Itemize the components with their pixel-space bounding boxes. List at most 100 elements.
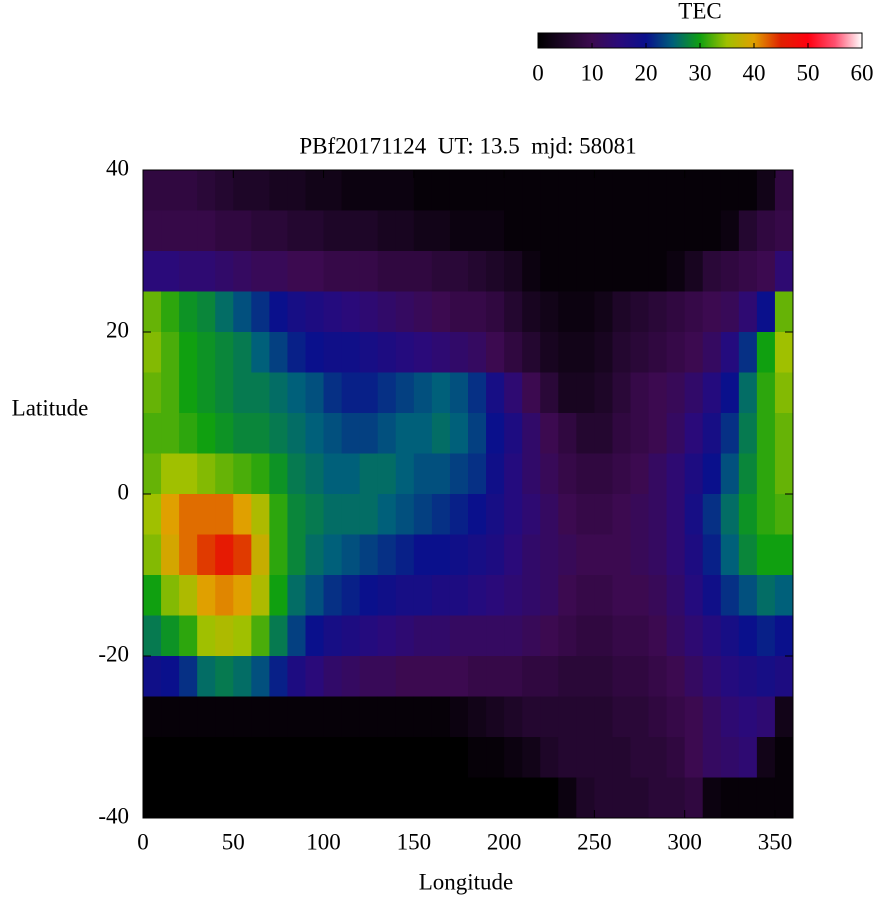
heatmap-cell <box>251 494 270 535</box>
heatmap-cell <box>449 575 469 616</box>
x-tick-label: 150 <box>397 829 432 854</box>
heatmap-cell <box>197 291 216 333</box>
heatmap-cell <box>522 413 541 454</box>
heatmap-cell <box>341 170 361 211</box>
heatmap-cell <box>377 291 397 333</box>
heatmap-cell <box>197 453 216 495</box>
heatmap-cell <box>305 494 325 535</box>
heatmap-cell <box>738 413 758 454</box>
heatmap-cell <box>702 696 722 738</box>
heatmap-cell <box>395 170 415 211</box>
heatmap-cell <box>179 332 198 373</box>
heatmap-cell <box>449 291 469 333</box>
heatmap-cell <box>738 332 758 373</box>
heatmap-cell <box>522 210 541 252</box>
x-tick-label: 100 <box>306 829 341 854</box>
heatmap-cell <box>251 777 270 819</box>
heatmap-cell <box>323 494 343 535</box>
heatmap-cell <box>612 696 631 738</box>
heatmap-cell <box>431 494 451 535</box>
heatmap-cell <box>413 372 433 414</box>
heatmap-cell <box>161 696 180 738</box>
heatmap-cell <box>215 696 234 738</box>
heatmap-cell <box>413 494 433 535</box>
heatmap-cell <box>197 777 216 819</box>
heatmap-cell <box>666 575 686 616</box>
heatmap-cell <box>449 656 469 697</box>
heatmap-cell <box>648 656 668 697</box>
heatmap-cell <box>359 737 379 778</box>
heatmap-cell <box>143 777 162 819</box>
heatmap-cell <box>684 372 704 414</box>
heatmap-cell <box>648 251 668 292</box>
heatmap-cell <box>233 534 252 576</box>
heatmap-cell <box>540 777 559 819</box>
heatmap-cell <box>377 777 397 819</box>
heatmap-cell <box>630 656 650 697</box>
heatmap-cell <box>594 696 613 738</box>
heatmap-cell <box>594 251 613 292</box>
heatmap-cell <box>341 615 361 657</box>
heatmap-cell <box>323 534 343 576</box>
heatmap-cell <box>413 737 433 778</box>
heatmap-cell <box>774 615 794 657</box>
heatmap-cell <box>233 696 252 738</box>
heatmap-cell <box>143 332 162 373</box>
heatmap-cell <box>540 656 559 697</box>
heatmap-cell <box>323 170 343 211</box>
heatmap-cell <box>143 615 162 657</box>
heatmap-cell <box>522 615 541 657</box>
heatmap-cell <box>774 170 794 211</box>
heatmap-cell <box>323 372 343 414</box>
heatmap-cell <box>305 575 325 616</box>
heatmap-cell <box>702 575 722 616</box>
heatmap-cell <box>774 251 794 292</box>
heatmap-cell <box>395 291 415 333</box>
heatmap-cell <box>468 210 487 252</box>
heatmap-cell <box>251 372 270 414</box>
heatmap-cell <box>197 696 216 738</box>
heatmap-cell <box>774 575 794 616</box>
heatmap-cell <box>558 777 577 819</box>
heatmap-cell <box>305 453 325 495</box>
heatmap-cell <box>251 615 270 657</box>
heatmap-cell <box>197 534 216 576</box>
chart-title: PBf20171124 UT: 13.5 mjd: 58081 <box>299 133 636 158</box>
heatmap-cell <box>594 777 613 819</box>
heatmap-cell <box>522 291 541 333</box>
heatmap-cell <box>630 453 650 495</box>
heatmap-cell <box>269 777 288 819</box>
heatmap-cell <box>233 777 252 819</box>
x-tick-label: 50 <box>222 829 245 854</box>
heatmap-cell <box>738 291 758 333</box>
heatmap-cell <box>161 534 180 576</box>
heatmap-cell <box>251 453 270 495</box>
heatmap-cell <box>522 777 541 819</box>
x-tick-label: 350 <box>758 829 793 854</box>
heatmap-cell <box>143 372 162 414</box>
heatmap-cell <box>648 534 668 576</box>
heatmap-cell <box>197 332 216 373</box>
heatmap-cell <box>359 453 379 495</box>
heatmap-cell <box>377 251 397 292</box>
heatmap-cell <box>449 372 469 414</box>
heatmap-cell <box>594 534 613 576</box>
heatmap-cell <box>269 251 288 292</box>
heatmap-cell <box>143 251 162 292</box>
heatmap-cell <box>359 575 379 616</box>
heatmap-cell <box>666 413 686 454</box>
heatmap-cell <box>287 696 306 738</box>
heatmap-cell <box>558 251 577 292</box>
heatmap-cell <box>251 656 270 697</box>
heatmap-cell <box>251 575 270 616</box>
heatmap-cell <box>233 453 252 495</box>
heatmap-cell <box>522 575 541 616</box>
heatmap-cell <box>612 251 631 292</box>
heatmap-cell <box>756 737 776 778</box>
heatmap-cell <box>522 656 541 697</box>
heatmap-cell <box>377 332 397 373</box>
heatmap-cell <box>395 696 415 738</box>
heatmap-cell <box>269 332 288 373</box>
heatmap-cell <box>251 210 270 252</box>
heatmap-cell <box>468 453 487 495</box>
